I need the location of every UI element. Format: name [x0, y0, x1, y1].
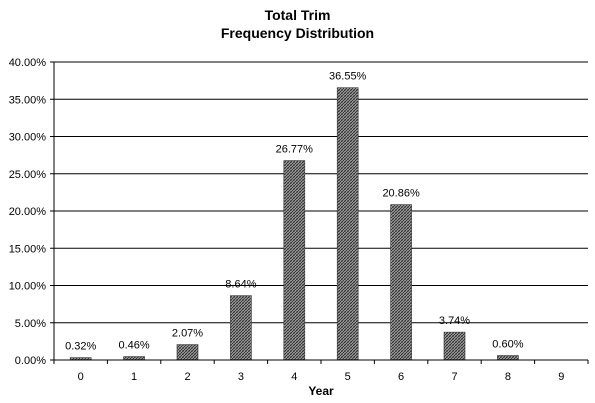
data-label: 36.55% [329, 71, 367, 83]
data-labels: 0.32% 0.46% 2.07% 8.64% 26.77% 36.55% 20.86% 3.… [65, 71, 524, 353]
x-tick-label: 6 [398, 371, 404, 383]
bar [443, 331, 466, 361]
x-tick-label: 1 [131, 371, 137, 383]
data-label: 8.64% [225, 279, 256, 291]
x-tick-label: 2 [184, 371, 190, 383]
y-tick-label: 15.00% [9, 243, 47, 255]
gridlines [54, 61, 588, 324]
x-tick-label: 0 [78, 371, 84, 383]
x-tick-label: 7 [451, 371, 457, 383]
y-tick-label: 30.00% [9, 132, 47, 144]
x-tick-label: 4 [291, 371, 297, 383]
x-tick-label: 8 [505, 371, 511, 383]
y-tick-label: 25.00% [9, 169, 47, 181]
bar [390, 204, 412, 361]
chart-title-line-2: Frequency Distribution [220, 25, 375, 41]
data-label: 0.32% [65, 341, 96, 353]
y-tick-label: 40.00% [9, 57, 47, 69]
bar [283, 160, 306, 361]
bars [69, 87, 519, 361]
data-label: 2.07% [172, 328, 203, 340]
axes: 0.00% 5.00% 10.00% 15.00% 20.00% 25.00% 30.00%… [9, 57, 589, 383]
data-label: 26.77% [276, 144, 314, 156]
bar [176, 344, 199, 361]
data-label: 0.46% [118, 340, 149, 352]
y-tick-label: 35.00% [9, 94, 47, 106]
data-label: 3.74% [439, 315, 470, 327]
bar [497, 355, 519, 361]
y-tick-label: 5.00% [15, 318, 46, 330]
bar [336, 87, 359, 361]
y-tick-label: 10.00% [9, 281, 47, 293]
data-label: 0.60% [492, 339, 523, 351]
data-label: 20.86% [382, 188, 420, 200]
x-tick-label: 3 [238, 371, 244, 383]
x-tick-label: 9 [558, 371, 564, 383]
y-tick-label: 0.00% [15, 355, 46, 367]
x-axis-title: Year [308, 384, 334, 398]
y-tick-label: 20.00% [9, 206, 47, 218]
bar [123, 356, 145, 361]
x-tick-label: 5 [345, 371, 351, 383]
bar [230, 295, 252, 361]
chart-title-line-1: Total Trim [264, 7, 331, 23]
